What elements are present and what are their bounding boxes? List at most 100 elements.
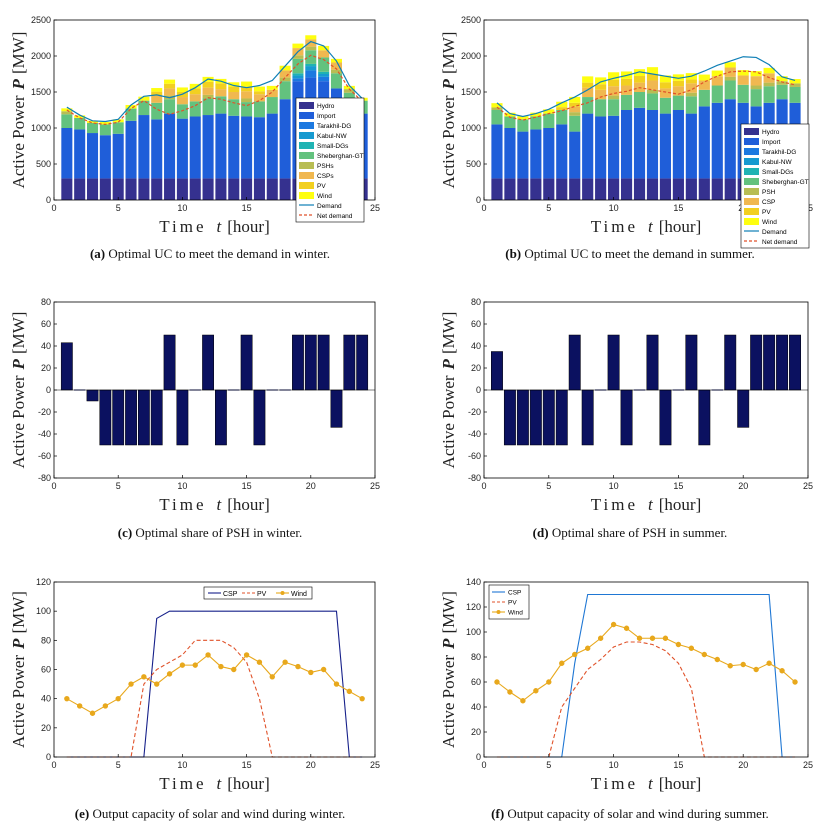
bar-segment bbox=[646, 89, 659, 94]
bar bbox=[491, 351, 503, 391]
bar-segment bbox=[241, 116, 253, 179]
bar-segment bbox=[253, 178, 265, 200]
bar-segment bbox=[620, 94, 633, 110]
bar-segment bbox=[189, 116, 201, 179]
legend-swatch bbox=[299, 102, 314, 109]
bar-segment bbox=[86, 133, 99, 179]
bar-segment bbox=[138, 178, 150, 200]
y-tick-label: 60 bbox=[471, 319, 481, 329]
caption-a: (a) Optimal UC to meet the demand in win… bbox=[0, 246, 420, 262]
legend-marker bbox=[280, 591, 285, 595]
bar bbox=[330, 389, 343, 428]
x-tick-label: 15 bbox=[673, 481, 683, 491]
y-axis-label-unit: [MW] bbox=[9, 312, 28, 354]
bar-segment bbox=[711, 70, 723, 77]
bar-segment bbox=[292, 55, 304, 59]
bar-segment bbox=[202, 178, 214, 200]
bar bbox=[60, 342, 73, 391]
bar-segment bbox=[776, 84, 788, 100]
caption-b: (b) Optimal UC to meet the demand in sum… bbox=[420, 246, 837, 262]
bar-segment bbox=[608, 86, 620, 96]
x-tick-label: 10 bbox=[177, 481, 187, 491]
bar-segment bbox=[202, 94, 214, 99]
bar bbox=[620, 389, 633, 446]
bar-segment bbox=[330, 73, 343, 89]
data-point bbox=[218, 663, 224, 670]
bar-segment bbox=[659, 113, 672, 179]
x-tick-label: 5 bbox=[116, 203, 121, 213]
y-axis-label: Active Power P [MW] bbox=[9, 312, 28, 469]
legend-label: Hydro bbox=[762, 129, 780, 136]
bar-segment bbox=[176, 104, 188, 119]
bar-segment bbox=[305, 39, 317, 47]
bar-segment bbox=[228, 115, 240, 179]
legend-label: PV bbox=[762, 209, 771, 216]
bar bbox=[356, 334, 369, 391]
caption-d-text: Optimal share of PSH in summer. bbox=[551, 525, 728, 540]
bar bbox=[568, 334, 581, 391]
bar-segment bbox=[99, 121, 111, 125]
bar-segment bbox=[292, 73, 304, 76]
x-axis-label: Time t [hour] bbox=[591, 217, 702, 236]
caption-c-text: Optimal share of PSH in winter. bbox=[135, 525, 303, 540]
bar-segment bbox=[112, 133, 124, 179]
bar-segment bbox=[279, 81, 291, 100]
x-tick-label: 0 bbox=[481, 760, 486, 770]
data-point bbox=[128, 681, 134, 687]
y-tick-label: -80 bbox=[468, 473, 481, 483]
bar-segment bbox=[253, 117, 265, 179]
bar-segment bbox=[318, 57, 330, 72]
bar-segment bbox=[724, 62, 736, 68]
legend: Hydro Import Tarakhil-DG Kabul-NW Small-DGs S… bbox=[295, 97, 365, 223]
y-tick-label: 0 bbox=[46, 385, 51, 395]
bar-segment bbox=[595, 89, 607, 100]
series-small-dgs bbox=[292, 63, 330, 76]
x-axis-label-word: Time bbox=[159, 495, 206, 514]
data-point bbox=[766, 660, 772, 666]
bar-segment bbox=[582, 87, 594, 98]
data-point bbox=[546, 679, 552, 685]
bar-segment bbox=[569, 115, 581, 132]
series-wind bbox=[494, 621, 798, 704]
bar-segment bbox=[99, 178, 111, 200]
data-point bbox=[282, 659, 288, 665]
data-point bbox=[154, 681, 160, 687]
bar-segment bbox=[305, 35, 317, 40]
legend-label: Kabul-NW bbox=[317, 133, 347, 140]
y-tick-label: 20 bbox=[471, 363, 481, 373]
bar-segment bbox=[685, 178, 697, 200]
x-tick-label: 0 bbox=[51, 760, 56, 770]
x-tick-label: 5 bbox=[546, 760, 551, 770]
data-point bbox=[520, 698, 526, 704]
x-axis-label-unit: [hour] bbox=[227, 217, 269, 236]
data-point bbox=[231, 666, 237, 673]
y-tick-label: -60 bbox=[468, 451, 481, 461]
bar-segment bbox=[253, 101, 265, 118]
y-tick-label: 120 bbox=[466, 602, 481, 612]
y-axis-label-word: Active Power bbox=[9, 95, 28, 188]
bar-segment bbox=[491, 103, 503, 108]
y-axis-label-unit: [MW] bbox=[439, 32, 458, 74]
data-point bbox=[662, 635, 669, 641]
x-tick-label: 20 bbox=[306, 481, 316, 491]
x-axis-label-unit: [hour] bbox=[659, 495, 701, 514]
x-axis-label-symbol: t bbox=[648, 495, 654, 514]
bar-segment bbox=[711, 76, 723, 86]
x-axis-label-word: Time bbox=[591, 217, 638, 236]
y-axis-label-word: Active Power bbox=[9, 375, 28, 468]
bar-segment bbox=[86, 120, 99, 123]
x-axis-label-word: Time bbox=[591, 774, 638, 793]
bar-segment bbox=[698, 80, 710, 90]
bar-segment bbox=[620, 178, 633, 200]
caption-e-text: Output capacity of solar and wind during… bbox=[92, 806, 346, 821]
bar bbox=[529, 389, 542, 446]
bar-segment bbox=[176, 97, 188, 105]
bar-segment bbox=[633, 107, 646, 179]
legend-label: PSHs bbox=[317, 163, 334, 170]
x-tick-label: 25 bbox=[370, 203, 380, 213]
bar-segment bbox=[266, 85, 278, 90]
bar-segment bbox=[305, 63, 317, 67]
series-pv bbox=[556, 74, 697, 110]
bar-segment bbox=[776, 76, 788, 82]
caption-d: (d) Optimal share of PSH in summer. bbox=[420, 525, 837, 541]
